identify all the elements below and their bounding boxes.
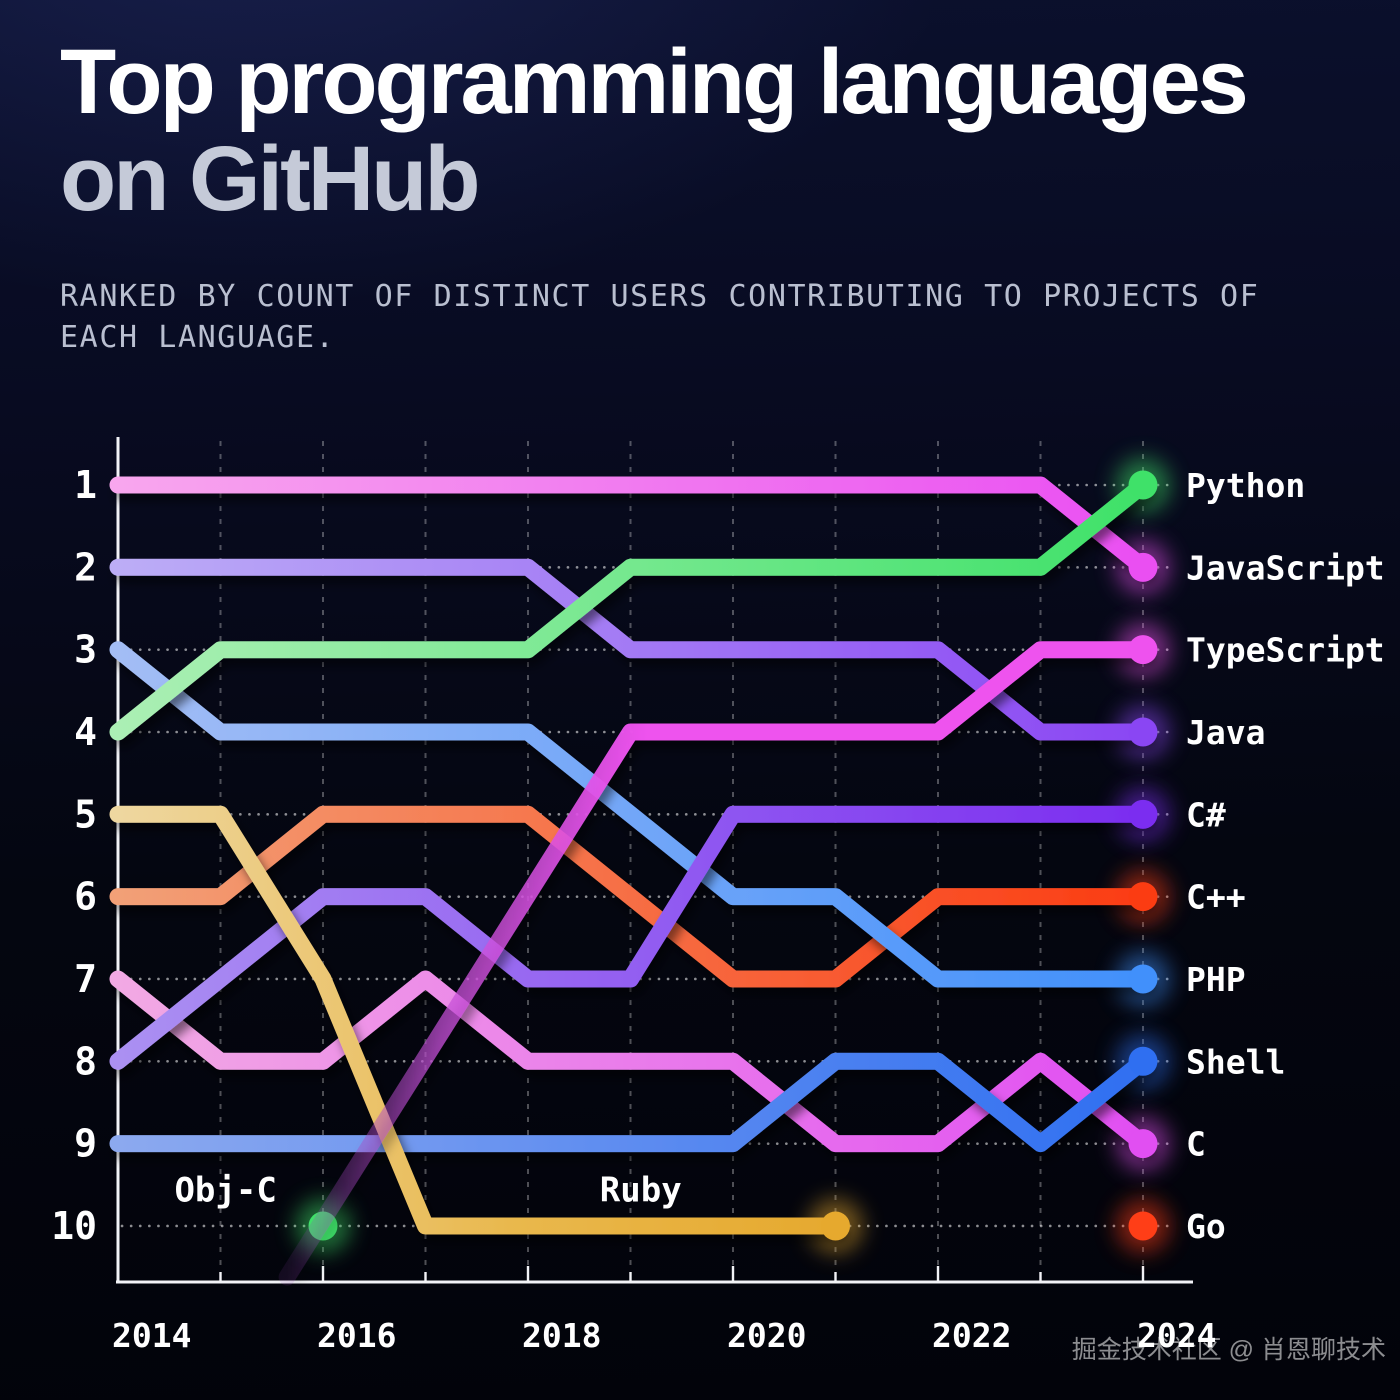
series-javascript [109, 476, 1170, 595]
series-line-javascript [109, 476, 1152, 576]
series-label-php: PHP [1186, 960, 1246, 999]
subtitle: RANKED BY COUNT OF DISTINCT USERS CONTRI… [60, 276, 1340, 358]
year-label-2016: 2016 [317, 1316, 396, 1355]
header: Top programming languages on GitHub [60, 31, 1249, 230]
end-dot-csharp [1128, 799, 1158, 829]
year-label-2018: 2018 [522, 1316, 601, 1355]
series-labels: C Shell C++ PHP C# Go Java TypeScript JavaScript… [1186, 466, 1385, 1246]
rank-label-5: 5 [74, 792, 97, 836]
rank-label-3: 3 [74, 628, 97, 672]
series-label-go: Go [1186, 1207, 1226, 1246]
series-label-javascript: JavaScript [1186, 548, 1385, 587]
series-line-java [109, 558, 1152, 741]
year-label-2022: 2022 [932, 1316, 1011, 1355]
series-label-typescript: TypeScript [1186, 631, 1385, 670]
series-line-typescript [278, 641, 1152, 1286]
end-dot-shell [1128, 1046, 1158, 1076]
series-line-shell [109, 1052, 1152, 1153]
year-label-2020: 2020 [727, 1316, 806, 1355]
rank-label-9: 9 [74, 1122, 97, 1166]
series-line-ruby [109, 805, 844, 1235]
watermark: 掘金技术社区 @ 肖恩聊技术 [1071, 1336, 1386, 1364]
end-dot-typescript [1128, 635, 1158, 665]
end-dot-php [1128, 964, 1158, 994]
subtitle-line-2: EACH LANGUAGE. [60, 320, 336, 355]
rank-label-2: 2 [74, 545, 97, 589]
series-label-java: Java [1186, 713, 1265, 752]
rank-label-7: 7 [74, 957, 97, 1001]
rank-label-1: 1 [74, 463, 97, 507]
title-line-2: on GitHub [60, 128, 481, 230]
rank-label-8: 8 [74, 1039, 97, 1083]
series-line-php [109, 641, 1152, 988]
series-label-c: C [1186, 1125, 1206, 1164]
series-go [847, 1198, 1170, 1253]
y-axis-labels: 1 2 3 4 5 6 7 8 9 10 [51, 463, 97, 1248]
series-line-csharp [109, 805, 1152, 1070]
end-dot-python [1128, 470, 1158, 500]
annotation-ruby-label: Ruby [600, 1171, 682, 1211]
series-line-python [109, 476, 1152, 741]
series-typescript [278, 622, 1170, 1286]
end-dot-go [1128, 1211, 1158, 1241]
end-dot-cpp [1128, 882, 1158, 912]
subtitle-line-1: RANKED BY COUNT OF DISTINCT USERS CONTRI… [60, 279, 1260, 314]
series-shell [109, 1034, 1170, 1153]
rank-label-10: 10 [51, 1204, 97, 1248]
rank-label-6: 6 [74, 875, 97, 919]
series-php [109, 641, 1170, 1006]
title-line-1: Top programming languages [60, 31, 1249, 133]
series-ruby [109, 805, 863, 1253]
end-dot-ruby [821, 1211, 850, 1241]
series-label-cpp: C++ [1186, 878, 1246, 917]
series-python [109, 458, 1170, 741]
end-dot-javascript [1128, 552, 1158, 582]
series-csharp [109, 787, 1170, 1070]
end-dot-c [1128, 1129, 1158, 1159]
year-label-2014: 2014 [112, 1316, 191, 1355]
end-dot-java [1128, 717, 1158, 747]
series-label-python: Python [1186, 466, 1305, 505]
series-label-shell: Shell [1186, 1042, 1285, 1081]
x-axis-labels: 2014 2016 2018 2020 2022 2024 [112, 1316, 1216, 1355]
series-label-csharp: C# [1186, 795, 1226, 834]
year-label-2024: 2024 [1137, 1316, 1216, 1355]
annotation-objc-label: Obj-C [174, 1171, 276, 1211]
page-title: Top programming languages on GitHub [60, 31, 1249, 230]
rank-label-4: 4 [74, 710, 97, 754]
series-java [109, 558, 1170, 759]
